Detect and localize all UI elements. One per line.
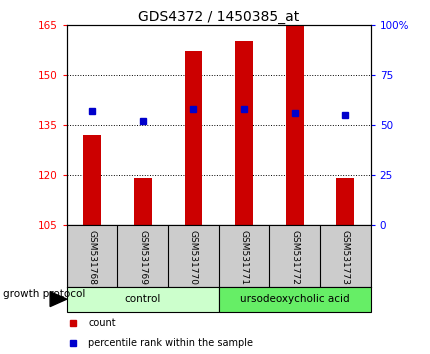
Bar	[336, 178, 353, 225]
Text: GSM531771: GSM531771	[239, 230, 248, 285]
Bar	[218, 287, 370, 312]
Bar	[134, 178, 151, 225]
Bar	[83, 135, 101, 225]
Text: ursodeoxycholic acid: ursodeoxycholic acid	[240, 294, 349, 304]
Bar	[184, 51, 202, 225]
Text: count: count	[88, 318, 115, 329]
Text: GSM531773: GSM531773	[340, 230, 349, 285]
Text: GSM531772: GSM531772	[289, 230, 298, 285]
Text: percentile rank within the sample: percentile rank within the sample	[88, 338, 252, 348]
Title: GDS4372 / 1450385_at: GDS4372 / 1450385_at	[138, 10, 299, 24]
Bar	[67, 287, 218, 312]
Bar	[285, 25, 303, 225]
Text: GSM531768: GSM531768	[87, 230, 96, 285]
Text: GSM531770: GSM531770	[188, 230, 197, 285]
Bar	[235, 41, 252, 225]
Polygon shape	[50, 292, 67, 307]
Text: control: control	[124, 294, 160, 304]
Text: GSM531769: GSM531769	[138, 230, 147, 285]
Text: growth protocol: growth protocol	[3, 289, 86, 299]
